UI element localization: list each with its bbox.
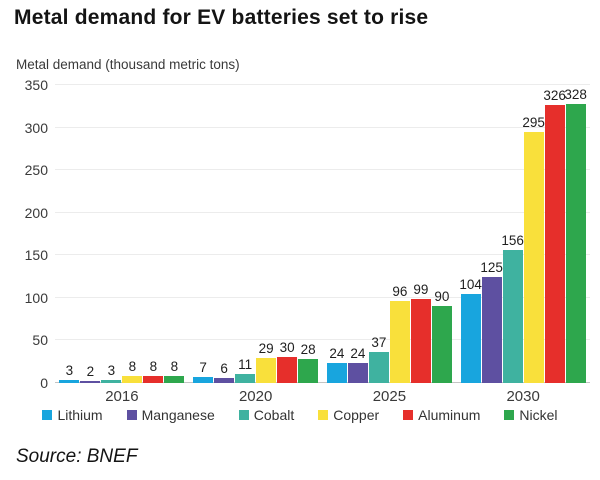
bar-value-label: 29: [258, 341, 274, 357]
bar-cobalt-2025: 37: [368, 335, 389, 383]
legend-item-manganese: Manganese: [126, 407, 215, 423]
plot-area: 3 2 3 8 8 8 7 6 11 29 30 28 24 24 37 96 99 90 104 125 156 295…: [55, 84, 590, 383]
gridline: [55, 84, 590, 85]
bar-value-label: 30: [279, 340, 295, 356]
bar-value-label: 104: [459, 277, 482, 293]
legend-swatch-icon: [126, 410, 137, 420]
bar-value-label: 295: [522, 114, 545, 130]
x-axis-baseline: [55, 382, 590, 383]
bar-nickel-2020: 28: [298, 342, 319, 383]
bar-value-label: 8: [149, 359, 158, 375]
legend-swatch-icon: [403, 410, 414, 420]
y-tick-label: 0: [40, 375, 48, 391]
y-tick-label: 100: [24, 289, 48, 306]
bar-aluminum-2025: 99: [410, 282, 431, 383]
bar-value-label: 24: [329, 345, 345, 361]
y-tick-label: 200: [24, 204, 48, 221]
bar-value-label: 3: [65, 363, 74, 379]
bar-copper-2020: 29: [256, 341, 277, 383]
legend-swatch-icon: [504, 410, 515, 420]
bar-aluminum-2030: 326: [543, 88, 566, 383]
bar-group-2025: 24 24 37 96 99 90: [323, 85, 457, 383]
bar-value-label: 8: [128, 359, 137, 375]
x-tick-label-2030: 2030: [506, 388, 540, 405]
gridline: [55, 254, 590, 256]
y-tick-label: 300: [24, 119, 48, 136]
bar-lithium-2016: 3: [59, 363, 80, 383]
bar-value-label: 90: [434, 289, 450, 305]
x-tick-label-2020: 2020: [238, 388, 273, 405]
legend-item-aluminum: Aluminum: [403, 407, 480, 423]
gridline: [55, 339, 590, 341]
bar-lithium-2020: 7: [193, 360, 214, 383]
bar-value-label: 7: [199, 360, 207, 376]
bar-nickel-2016: 8: [164, 359, 185, 383]
gridline: [55, 296, 590, 298]
bar-copper-2025: 96: [389, 284, 410, 383]
legend-label: Aluminum: [418, 407, 481, 423]
legend-label: Cobalt: [253, 407, 295, 423]
legend-label: Manganese: [141, 407, 215, 423]
y-tick-label: 350: [24, 77, 48, 93]
bar-manganese-2025: 24: [347, 346, 368, 383]
y-tick-label: 250: [24, 162, 48, 179]
source-note: Source: BNEF: [16, 446, 138, 467]
gridline: [55, 211, 590, 213]
bar-value-label: 125: [480, 259, 503, 275]
x-tick-label-2016: 2016: [105, 388, 139, 405]
legend-swatch-icon: [318, 410, 329, 420]
bar-nickel-2030: 328: [564, 87, 587, 383]
bar-value-label: 96: [392, 284, 408, 300]
bar-manganese-2030: 125: [480, 260, 503, 383]
bar-group-2020: 7 6 11 29 30 28: [189, 85, 323, 383]
bar-value-label: 328: [564, 86, 587, 102]
legend-label: Copper: [333, 407, 380, 423]
legend-item-copper: Copper: [318, 407, 379, 423]
bar-value-label: 326: [543, 88, 566, 104]
legend-item-lithium: Lithium: [42, 407, 103, 423]
bar-value-label: 24: [350, 345, 366, 361]
bar-value-label: 11: [238, 356, 253, 372]
bar-nickel-2025: 90: [431, 289, 452, 383]
bar-value-label: 28: [300, 342, 316, 358]
bar-value-label: 37: [371, 334, 387, 350]
bar-value-label: 156: [501, 233, 524, 249]
y-tick-label: 50: [32, 332, 48, 349]
y-tick-label: 150: [24, 247, 48, 264]
legend-item-cobalt: Cobalt: [238, 407, 295, 423]
bar-cobalt-2016: 3: [101, 363, 122, 383]
y-axis-title: Metal demand (thousand metric tons): [16, 57, 240, 72]
bar-manganese-2020: 6: [214, 361, 235, 383]
bar-value-label: 99: [413, 281, 429, 297]
chart-title: Metal demand for EV batteries set to ris…: [14, 6, 429, 29]
bar-cobalt-2020: 11: [235, 357, 256, 383]
bar-group-2030: 104 125 156 295 326 328: [456, 85, 590, 383]
bar-value-label: 2: [86, 364, 95, 380]
legend-item-nickel: Nickel: [504, 407, 558, 423]
bar-value-label: 6: [220, 360, 228, 376]
bar-cobalt-2030: 156: [501, 233, 524, 383]
gridline: [55, 169, 590, 171]
legend-swatch-icon: [238, 410, 249, 420]
legend-label: Lithium: [57, 407, 103, 423]
bar-value-label: 8: [170, 359, 179, 375]
bar-copper-2016: 8: [122, 359, 143, 383]
bar-aluminum-2016: 8: [143, 359, 164, 383]
bar-copper-2030: 295: [522, 115, 545, 383]
bar-manganese-2016: 2: [80, 364, 101, 383]
gridline: [55, 126, 590, 128]
legend-swatch-icon: [42, 410, 53, 420]
x-tick-label-2025: 2025: [372, 388, 407, 405]
legend: Lithium Manganese Cobalt Copper Aluminum Nick…: [0, 407, 600, 423]
legend-label: Nickel: [519, 407, 558, 423]
bar-value-label: 3: [107, 363, 116, 379]
bar-lithium-2025: 24: [326, 346, 347, 383]
bar-aluminum-2020: 30: [277, 340, 298, 383]
bar-lithium-2030: 104: [459, 277, 482, 383]
